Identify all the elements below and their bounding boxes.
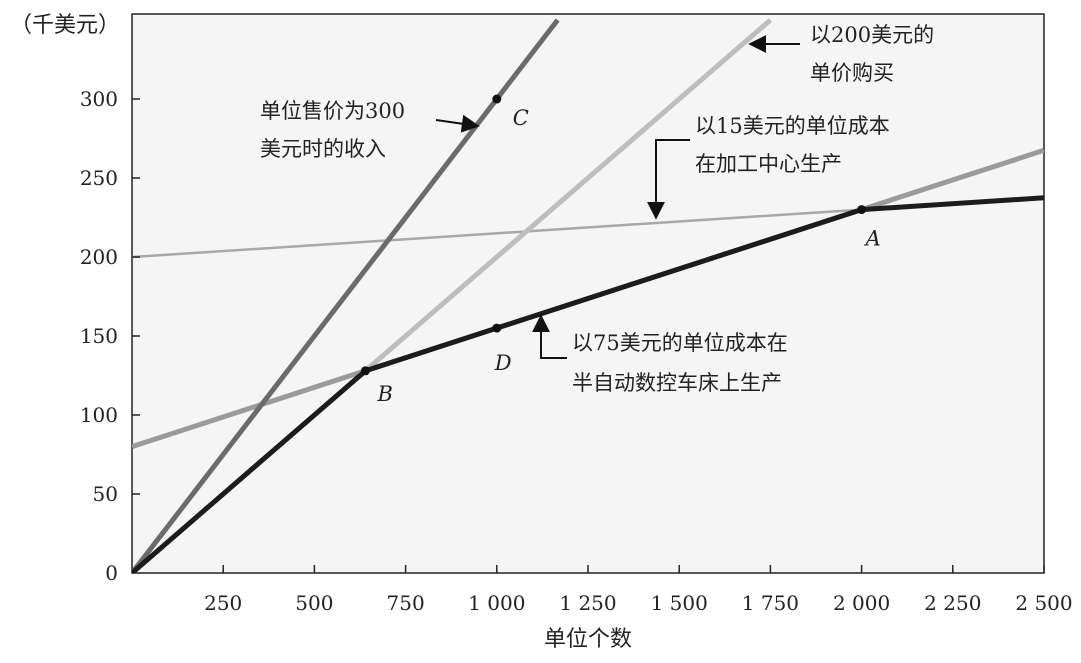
annotation-center-line2: 在加工中心生产 [695, 152, 842, 176]
points-layer: A B C D [360, 94, 881, 406]
x-axis-title: 单位个数 [544, 627, 632, 652]
y-tick-label: 150 [80, 324, 118, 348]
ticks-layer: 250 500 750 1 000 1 250 1 500 1 750 2 000 2 250 2… [80, 87, 1073, 615]
y-tick-label: 200 [80, 245, 118, 269]
y-tick-label: 250 [80, 166, 118, 190]
point-b-label: B [376, 382, 392, 406]
y-tick-label: 50 [93, 482, 118, 506]
y-unit-label: （千美元） [10, 13, 120, 38]
point-b-marker [360, 366, 370, 376]
annotation-cnc-line1: 以75美元的单位成本在 [572, 331, 788, 355]
series-layer [132, 18, 1044, 573]
annotation-center-line1: 以15美元的单位成本 [695, 114, 890, 138]
x-tick-label: 1 000 [468, 591, 525, 615]
plot-area [131, 13, 1045, 574]
x-tick-label: 1 500 [651, 591, 708, 615]
point-a-label: A [864, 227, 881, 251]
point-a-marker [857, 205, 867, 215]
point-c-label: C [513, 106, 529, 130]
annotation-cnc-arrow [532, 314, 567, 359]
x-tick-label: 2 000 [833, 591, 890, 615]
series-line-min-cost [132, 195, 1044, 573]
y-tick-label: 0 [105, 561, 118, 585]
annotation-buy-line2: 单价购买 [810, 61, 894, 85]
point-d-marker [492, 323, 502, 333]
point-c-marker [492, 94, 502, 104]
y-tick-label: 100 [80, 403, 118, 427]
annotation-cnc-line2: 半自动数控车床上生产 [572, 371, 782, 395]
annotation-buy-line1: 以200美元的 [810, 23, 934, 47]
point-d-label: D [494, 351, 512, 375]
x-tick-label: 250 [204, 591, 242, 615]
annotation-revenue-line1: 单位售价为300 [260, 99, 405, 123]
x-tick-label: 1 750 [742, 591, 799, 615]
annotation-revenue-arrow [435, 114, 480, 133]
x-tick-label: 1 250 [559, 591, 616, 615]
annotation-center-arrow [647, 139, 690, 220]
x-tick-label: 750 [387, 591, 425, 615]
x-tick-label: 2 500 [1015, 591, 1072, 615]
y-tick-label: 300 [80, 87, 118, 111]
x-tick-label: 2 250 [924, 591, 981, 615]
x-tick-label: 500 [295, 591, 333, 615]
annotation-revenue-line2: 美元时的收入 [260, 137, 386, 161]
series-line-revenue [132, 18, 560, 573]
